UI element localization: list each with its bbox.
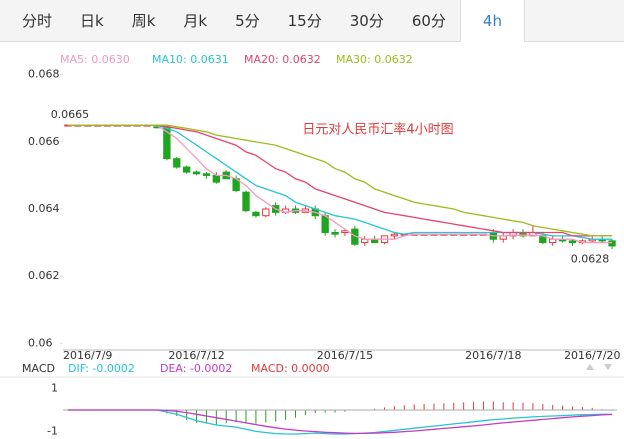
x-tick-label: 2016/7/9 [63,349,112,362]
macd-y-tick-label: -1 [47,424,58,437]
candle-body [202,173,211,176]
chart-background [0,42,624,439]
macd-dea-label: DEA: -0.0002 [160,362,232,375]
tab[interactable]: 分时 [22,12,53,30]
candle-body [390,233,399,237]
candle-body [182,166,191,173]
legend-entry: MA5: 0.0630 [60,53,130,66]
ma-line [67,124,613,244]
tab[interactable]: 周k [131,12,156,30]
candle-body [568,240,577,244]
tab[interactable]: 日k [80,12,104,30]
macd-y-tick-label: 1 [51,382,58,395]
chart: 日元对人民币汇率4小时图 0.068 0.066 0.064 0.062 0.06 201… [0,42,624,439]
tab[interactable]: 60分 [411,12,446,30]
max-label: 0.0665 [51,108,90,121]
min-label: 0.0628 [571,252,610,265]
y-tick-label: 0.06 [28,336,53,349]
tab[interactable]: 5分 [235,12,260,30]
candle-body [321,215,329,233]
candle-body [242,191,250,212]
candle-body [331,232,339,235]
tab-bar: 分时 日k 周k 月k 5分 15分 30分 60分 4h [0,0,624,42]
tab[interactable]: 4h [459,0,525,42]
tab[interactable]: 30分 [349,12,384,30]
chart-title: 日元对人民币汇率4小时图 [302,122,453,138]
x-tick-label: 2016/7/12 [168,349,224,362]
y-tick-label: 0.064 [28,202,60,215]
legend-entry: MA10: 0.0631 [152,53,229,66]
x-tick-label: 2016/7/20 [564,349,620,362]
ma-line [67,124,613,237]
legend-entry: MA30: 0.0632 [336,53,413,66]
tab[interactable]: 15分 [287,12,322,30]
y-tick-label: 0.068 [28,68,60,81]
x-tick-label: 2016/7/18 [465,349,521,362]
x-tick-label: 2016/7/15 [317,349,373,362]
candle-body [173,158,181,168]
legend-entry: MA20: 0.0632 [244,53,321,66]
scroll-arrows[interactable] [586,364,612,370]
candle-body [252,211,260,217]
candle-body [192,171,201,175]
candle-body [262,208,270,217]
macd-dif-label: DIF: -0.0002 [68,362,135,375]
macd-title: MACD [22,362,55,375]
y-tick-label: 0.062 [28,269,60,282]
tab[interactable]: 月k [183,12,208,30]
candle-body [212,174,221,183]
candle-body [608,240,616,247]
dea-line [67,409,613,435]
macd-value-label: MACD: 0.0000 [251,362,330,375]
y-tick-label: 0.066 [28,135,60,148]
